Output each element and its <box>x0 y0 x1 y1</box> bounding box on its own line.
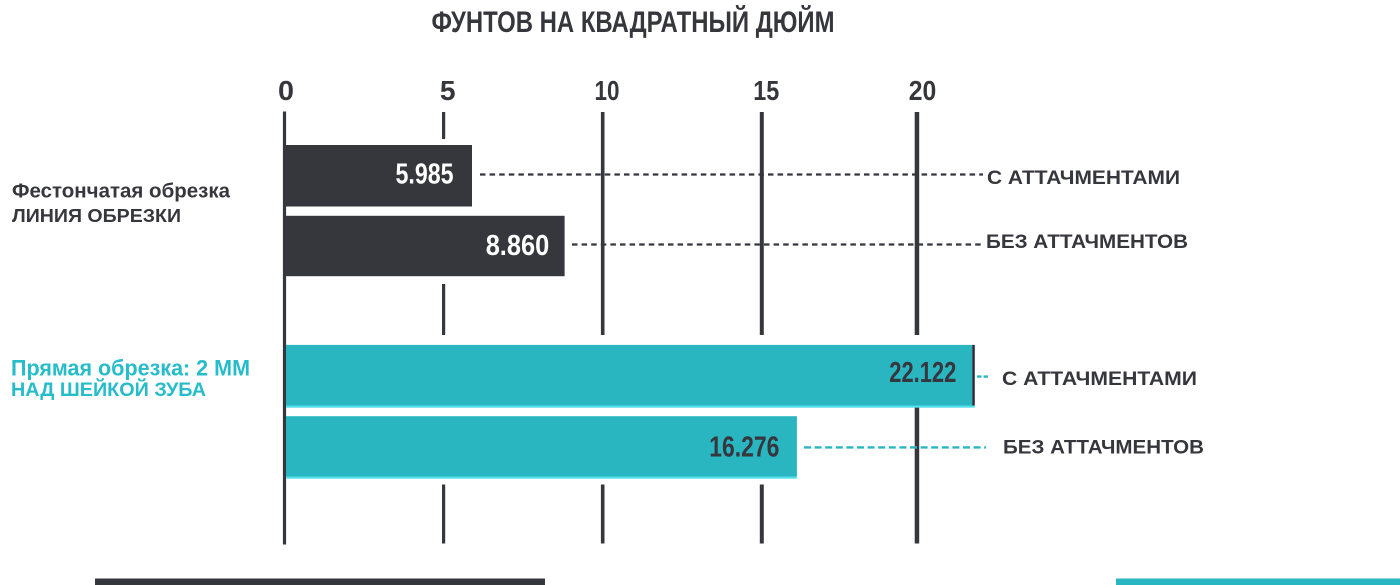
svg-text:С АТТАЧМЕНТАМИ: С АТТАЧМЕНТАМИ <box>1002 368 1197 390</box>
svg-text:20: 20 <box>909 75 937 106</box>
svg-text:БЕЗ АТТАЧМЕНТОВ: БЕЗ АТТАЧМЕНТОВ <box>986 231 1188 253</box>
svg-text:Фестончатая обрезка: Фестончатая обрезка <box>12 179 231 202</box>
svg-text:10: 10 <box>595 75 620 106</box>
svg-text:БЕЗ АТТАЧМЕНТОВ: БЕЗ АТТАЧМЕНТОВ <box>1003 437 1204 459</box>
svg-text:ФУНТОВ НА КВАДРАТНЫЙ ДЮЙМ: ФУНТОВ НА КВАДРАТНЫЙ ДЮЙМ <box>432 5 835 39</box>
svg-text:22.122: 22.122 <box>889 357 956 389</box>
svg-text:Прямая обрезка: 2 ММ: Прямая обрезка: 2 ММ <box>11 355 250 380</box>
svg-text:5.985: 5.985 <box>396 159 454 191</box>
svg-text:НАД ШЕЙКОЙ ЗУБА: НАД ШЕЙКОЙ ЗУБА <box>11 377 206 401</box>
svg-text:5: 5 <box>440 75 456 106</box>
svg-text:ЛИНИЯ ОБРЕЗКИ: ЛИНИЯ ОБРЕЗКИ <box>12 205 181 226</box>
svg-text:16.276: 16.276 <box>709 432 779 464</box>
svg-text:15: 15 <box>753 75 779 106</box>
svg-text:0: 0 <box>278 75 294 106</box>
svg-text:С АТТАЧМЕНТАМИ: С АТТАЧМЕНТАМИ <box>987 167 1180 189</box>
svg-text:8.860: 8.860 <box>486 230 550 262</box>
